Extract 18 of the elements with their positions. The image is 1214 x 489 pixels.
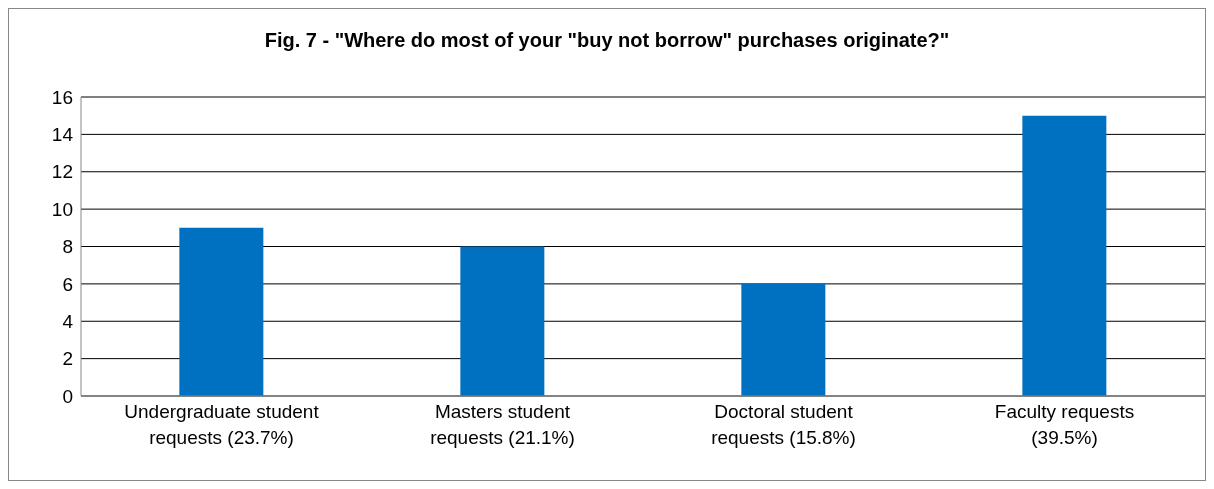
bar <box>460 246 545 396</box>
x-tick-label: Faculty requests (39.5%) <box>994 401 1135 448</box>
chart-title: Fig. 7 - "Where do most of your "buy not borrow" purchases originate?" <box>263 29 951 52</box>
x-tick-label: Undergraduate student requests (23.7%) <box>124 401 320 448</box>
y-tick-label: 8 <box>62 236 73 258</box>
y-tick-label: 10 <box>51 198 73 220</box>
y-tick-label: 6 <box>62 273 73 295</box>
bar <box>179 227 264 396</box>
bar <box>741 283 826 396</box>
y-tick-label: 16 <box>51 86 73 108</box>
y-tick-label: 0 <box>62 385 73 407</box>
bar <box>1022 115 1107 396</box>
y-tick-label: 12 <box>51 161 73 183</box>
y-tick-label: 2 <box>62 348 73 370</box>
x-tick-label: Doctoral student requests (15.8%) <box>711 401 856 448</box>
y-tick-label: 4 <box>62 310 74 332</box>
y-tick-label: 14 <box>51 124 74 146</box>
x-tick-label: Masters student requests (21.1%) <box>430 401 575 448</box>
